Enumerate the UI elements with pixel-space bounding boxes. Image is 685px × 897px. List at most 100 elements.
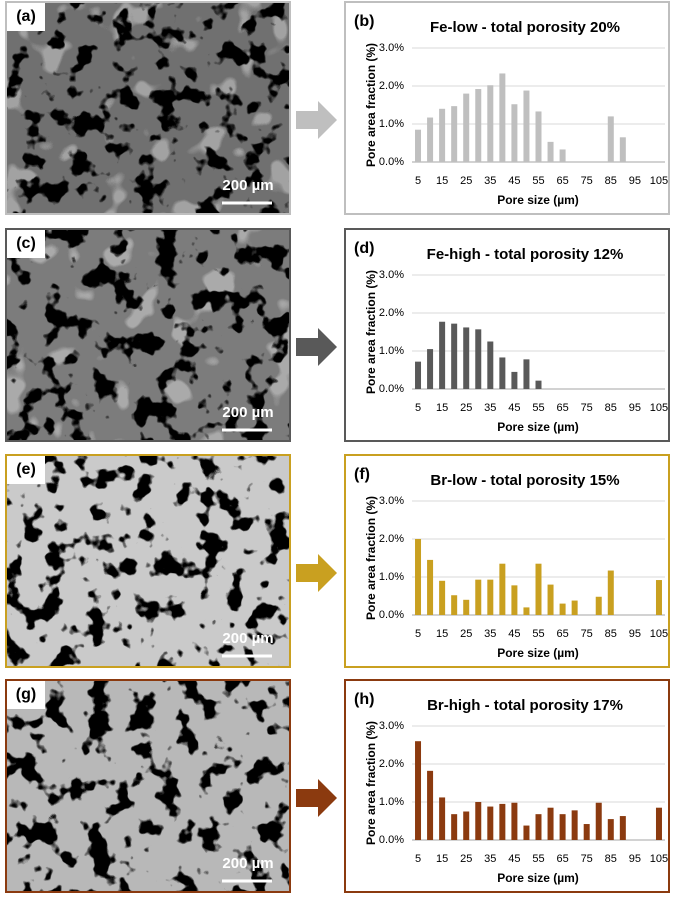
x-tick-label: 75: [581, 628, 593, 640]
y-axis-label: Pore area fraction (%): [364, 43, 378, 167]
bar: [595, 802, 602, 840]
x-tick-label: 25: [460, 402, 472, 414]
bar: [415, 361, 422, 389]
bar: [427, 770, 434, 840]
x-axis-label: Pore size (µm): [497, 646, 579, 660]
y-tick-label: 0.0%: [379, 609, 404, 621]
x-tick-label: 85: [605, 402, 617, 414]
x-axis-label: Pore size (µm): [497, 420, 579, 434]
scale-bar-label: 200 µm: [222, 855, 273, 872]
micrograph-pores: [6, 2, 290, 214]
bar: [523, 90, 530, 162]
bar: [523, 825, 530, 840]
arrow: [296, 779, 337, 817]
x-tick-label: 45: [508, 853, 520, 865]
arrow: [296, 554, 337, 592]
x-tick-label: 35: [484, 853, 496, 865]
x-tick-label: 5: [415, 175, 421, 187]
x-tick-label: 55: [532, 628, 544, 640]
x-tick-label: 105: [650, 628, 668, 640]
bar: [475, 89, 482, 162]
x-tick-label: 95: [629, 402, 641, 414]
bar: [463, 93, 470, 162]
bar: [511, 371, 518, 389]
chart-title: Fe-high - total porosity 12%: [427, 246, 624, 263]
bar: [451, 814, 458, 840]
x-tick-label: 25: [460, 175, 472, 187]
arrow: [296, 328, 337, 366]
x-tick-label: 95: [629, 628, 641, 640]
bar: [547, 141, 554, 162]
bar: [487, 806, 494, 840]
label-box: [7, 456, 45, 484]
image-label: (e): [16, 461, 36, 478]
x-tick-label: 75: [581, 402, 593, 414]
bar: [463, 599, 470, 615]
panel-label: (b): [354, 13, 374, 30]
x-tick-label: 5: [415, 402, 421, 414]
bar: [487, 341, 494, 389]
panel-label: (d): [354, 240, 374, 257]
bar: [511, 104, 518, 162]
x-tick-label: 45: [508, 175, 520, 187]
bar: [439, 321, 446, 389]
bar: [439, 797, 446, 840]
bar: [475, 802, 482, 840]
bar: [499, 803, 506, 840]
x-tick-label: 65: [556, 853, 568, 865]
x-axis-label: Pore size (µm): [497, 193, 579, 207]
bar: [547, 584, 554, 615]
y-tick-label: 0.0%: [379, 156, 404, 168]
bar: [511, 585, 518, 615]
y-tick-label: 1.0%: [379, 345, 404, 357]
y-axis-label: Pore area fraction (%): [364, 496, 378, 620]
x-tick-label: 15: [436, 175, 448, 187]
y-tick-label: 1.0%: [379, 118, 404, 130]
x-tick-label: 105: [650, 175, 668, 187]
label-box: [7, 3, 45, 31]
bar: [571, 810, 578, 840]
y-tick-label: 0.0%: [379, 834, 404, 846]
panel-label: (h): [354, 691, 374, 708]
chart-title: Br-high - total porosity 17%: [427, 697, 623, 714]
x-tick-label: 15: [436, 628, 448, 640]
bar: [451, 106, 458, 162]
y-tick-label: 2.0%: [379, 533, 404, 545]
x-tick-label: 45: [508, 402, 520, 414]
panel-label: (f): [354, 466, 370, 483]
y-tick-label: 2.0%: [379, 758, 404, 770]
bar: [655, 807, 662, 840]
bar: [427, 349, 434, 389]
scale-bar-label: 200 µm: [222, 177, 273, 194]
x-tick-label: 35: [484, 175, 496, 187]
image-label: (c): [16, 235, 36, 252]
x-tick-label: 5: [415, 853, 421, 865]
chart-frame: [344, 228, 670, 442]
y-tick-label: 0.0%: [379, 383, 404, 395]
bar: [535, 380, 542, 389]
x-tick-label: 35: [484, 402, 496, 414]
y-tick-label: 1.0%: [379, 571, 404, 583]
bar: [607, 819, 614, 840]
x-tick-label: 25: [460, 853, 472, 865]
y-tick-label: 3.0%: [379, 720, 404, 732]
bar: [571, 600, 578, 615]
bar: [487, 579, 494, 615]
y-axis-label: Pore area fraction (%): [364, 270, 378, 394]
x-tick-label: 65: [556, 175, 568, 187]
micrograph-pores: [6, 455, 290, 667]
chart-frame: [344, 454, 670, 668]
micrograph-frame: [5, 454, 291, 668]
bar: [559, 149, 566, 162]
x-tick-label: 85: [605, 853, 617, 865]
x-tick-label: 35: [484, 628, 496, 640]
bar: [595, 596, 602, 615]
bar: [655, 580, 662, 615]
x-tick-label: 55: [532, 402, 544, 414]
x-tick-label: 15: [436, 402, 448, 414]
bar: [451, 323, 458, 389]
chart-frame: [344, 679, 670, 893]
bar: [439, 580, 446, 615]
x-tick-label: 55: [532, 853, 544, 865]
